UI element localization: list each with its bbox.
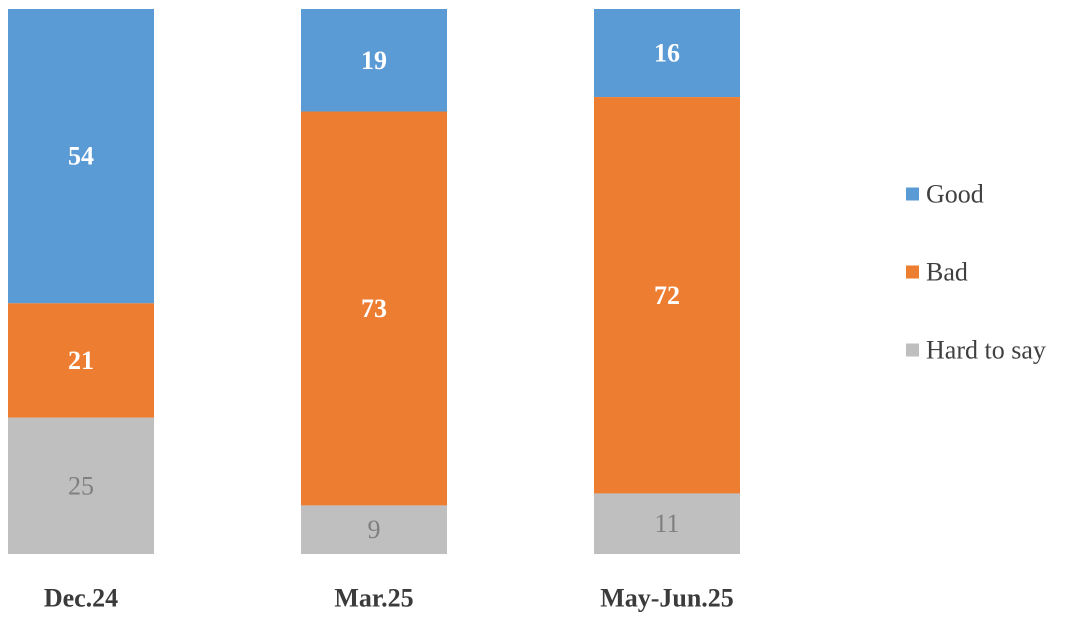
bar-good-dec-24 [8,9,154,304]
legend-label-bad: Bad [926,258,968,287]
legend-swatch-good [906,187,919,201]
legend-label-good: Good [926,180,984,209]
data-label-good-mar-25: 19 [361,46,387,75]
legend-label-hard-to-say: Hard to say [926,336,1046,365]
legend: Good Bad Hard to say [906,180,1046,365]
bar-bad-dec-24 [8,303,154,418]
bar-bad-mar-25 [301,111,447,506]
category-label-may-jun-25: May-Jun.25 [600,584,734,613]
category-label-dec-24: Dec.24 [44,584,118,613]
data-label-bad-may-jun-25: 72 [654,281,680,310]
legend-swatch-bad [906,265,919,279]
category-labels: Dec.24 Mar.25 May-Jun.25 [44,584,734,613]
bar-good-mar-25 [301,9,447,112]
bars-layer: 54 21 25 19 73 9 16 72 11 [8,9,740,554]
legend-swatch-hard-to-say [906,343,919,357]
data-label-bad-dec-24: 21 [68,346,94,375]
bar-hard-to-say-mar-25 [301,505,447,554]
data-label-hard-to-say-may-jun-25: 11 [654,509,679,538]
category-label-mar-25: Mar.25 [334,584,413,613]
bar-hard-to-say-dec-24 [8,417,154,554]
bar-hard-to-say-may-jun-25 [594,493,740,554]
bar-good-may-jun-25 [594,9,740,98]
data-label-hard-to-say-dec-24: 25 [68,471,94,500]
bar-bad-may-jun-25 [594,97,740,494]
data-label-bad-mar-25: 73 [361,294,387,323]
data-label-good-may-jun-25: 16 [654,39,680,68]
data-label-hard-to-say-mar-25: 9 [368,515,381,544]
data-label-good-dec-24: 54 [68,142,94,171]
